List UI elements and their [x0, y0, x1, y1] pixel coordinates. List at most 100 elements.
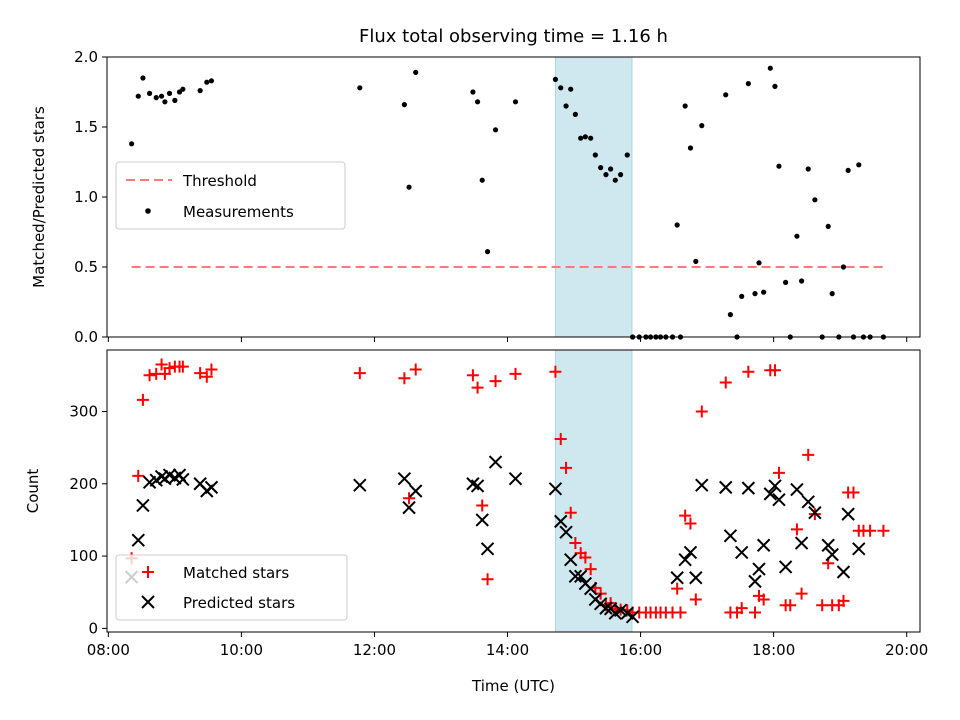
- predicted-star-point: [408, 484, 423, 498]
- x-tick-label: 12:00: [353, 641, 396, 659]
- predicted-star-point: [554, 514, 568, 529]
- matched-star-point: [481, 573, 494, 586]
- measurement-point: [845, 167, 851, 173]
- predicted-star-point: [548, 482, 563, 496]
- matched-star-point: [802, 448, 815, 461]
- predicted-stars-points: [124, 455, 866, 624]
- measurement-point: [172, 97, 178, 103]
- matched-star-point: [132, 469, 145, 482]
- legend-threshold-label: Threshold: [182, 172, 257, 190]
- matched-star-point: [847, 486, 860, 499]
- measurement-point: [582, 134, 588, 140]
- matched-star-point: [205, 363, 218, 376]
- predicted-star-point: [778, 560, 793, 574]
- predicted-star-point: [583, 581, 598, 596]
- bottom-axes: 0 100 200 300 08:00 10:00 12:00 14:00 16:00 18:00…: [69, 402, 928, 659]
- predicted-star-point: [573, 569, 588, 584]
- top-y-tick-label: 0.0: [74, 328, 98, 346]
- measurement-point: [618, 172, 624, 178]
- predicted-star-point: [689, 571, 703, 585]
- x-tick-label: 14:00: [486, 641, 529, 659]
- predicted-star-point: [808, 505, 822, 520]
- measurement-point: [512, 99, 519, 105]
- measurement-point: [829, 291, 835, 297]
- matched-star-point: [757, 593, 770, 606]
- measurement-point: [783, 279, 789, 285]
- matched-star-point: [136, 393, 149, 406]
- matched-star-point: [742, 365, 755, 378]
- measurement-point: [772, 83, 778, 89]
- measurement-point: [357, 85, 363, 91]
- measurement-point: [135, 93, 141, 99]
- measurement-point: [413, 69, 419, 75]
- measurement-point: [588, 135, 594, 141]
- measurement-point: [699, 123, 705, 129]
- matched-star-point: [471, 381, 484, 394]
- measurement-point: [598, 165, 604, 171]
- predicted-star-point: [176, 472, 190, 487]
- predicted-star-point: [599, 601, 613, 615]
- bottom-y-tick-label: 300: [69, 402, 98, 420]
- predicted-star-point: [568, 569, 583, 584]
- measurement-point: [856, 162, 862, 168]
- measurement-point: [674, 222, 680, 228]
- predicted-star-point: [719, 480, 733, 495]
- predicted-star-point: [402, 500, 416, 515]
- matched-star-point: [403, 492, 416, 505]
- predicted-star-point: [794, 536, 809, 550]
- matched-star-point: [837, 594, 850, 607]
- matched-star-point: [790, 523, 803, 536]
- predicted-star-point: [564, 552, 578, 567]
- measurement-point: [153, 95, 159, 101]
- measurement-point: [401, 102, 407, 108]
- matched-star-point: [155, 358, 168, 371]
- measurement-point: [162, 99, 168, 105]
- predicted-star-point: [678, 552, 692, 567]
- measurement-point: [776, 163, 782, 169]
- legend-matched-swatch: [142, 566, 154, 578]
- predicted-star-point: [683, 545, 698, 560]
- matched-star-point: [808, 508, 821, 521]
- bottom-y-tick-label: 0: [88, 619, 98, 637]
- measurement-point: [682, 103, 688, 109]
- matched-star-point: [695, 405, 708, 418]
- matched-star-point: [466, 369, 479, 382]
- predicted-star-point: [768, 479, 782, 493]
- predicted-star-point: [397, 472, 412, 486]
- matched-star-point: [772, 466, 785, 479]
- matched-star-point: [719, 376, 732, 389]
- top-legend-box: [115, 161, 346, 230]
- predicted-star-point: [695, 478, 709, 492]
- predicted-star-point: [670, 571, 684, 585]
- measurement-point: [812, 197, 818, 203]
- matched-star-point: [671, 582, 684, 595]
- matched-star-point: [768, 364, 781, 377]
- matched-star-point: [877, 524, 890, 537]
- measurement-point: [825, 223, 831, 229]
- predicted-star-point: [836, 565, 851, 579]
- predicted-star-point: [131, 533, 145, 547]
- measurement-point: [484, 249, 491, 255]
- predicted-star-point: [613, 603, 628, 618]
- measurement-point: [761, 289, 767, 295]
- measurement-point: [794, 233, 800, 239]
- measurement-point: [140, 75, 146, 81]
- measurement-point: [474, 99, 481, 105]
- matched-star-point: [560, 461, 573, 474]
- top-measurement-points: [129, 65, 887, 340]
- measurement-point: [687, 145, 694, 151]
- predicted-star-point: [841, 507, 855, 521]
- top-shaded-span: [554, 56, 633, 338]
- measurement-point: [805, 166, 811, 172]
- matched-star-point: [489, 375, 502, 388]
- top-y-tick-label: 0.5: [74, 258, 98, 276]
- predicted-star-point: [470, 479, 485, 493]
- matched-star-point: [194, 367, 207, 380]
- matched-star-point: [476, 499, 489, 512]
- x-axis-label: Time (UTC): [471, 677, 555, 695]
- matched-star-point: [749, 606, 762, 619]
- predicted-star-point: [852, 542, 866, 556]
- legend-predicted-label: Predicted stars: [183, 594, 295, 612]
- top-legend: Threshold Measurements: [115, 161, 346, 230]
- measurement-point: [568, 86, 574, 92]
